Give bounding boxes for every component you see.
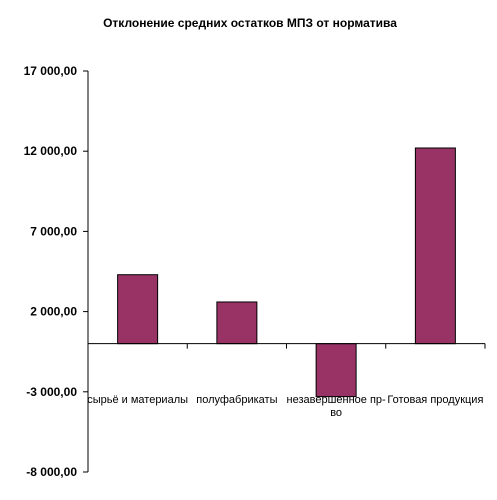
bars [117,147,456,398]
category-label: сырьё и материалы [87,394,188,406]
y-tick-label: 2 000,00 [30,305,77,319]
category-label-line: сырьё и материалы [87,394,188,406]
category-label-line: Готовая продукция [387,394,483,406]
category-label: незавершенное пр-во [287,394,387,419]
category-label: полуфабрикаты [196,394,277,406]
x-axis-ticks [186,343,486,349]
category-label-line: полуфабрикаты [196,394,277,406]
bar-1 [117,274,159,345]
bar-4 [414,147,456,345]
y-axis-tick-labels: 17 000,00 12 000,00 7 000,00 2 000,00 -3 000… [24,64,78,479]
category-label-line: во [330,407,342,419]
y-tick-label: 7 000,00 [30,224,77,238]
y-tick-label: 12 000,00 [24,144,78,158]
category-label: Готовая продукция [387,394,483,406]
bar-2 [216,301,258,345]
chart-title: Отклонение средних остатков МПЗ от норма… [103,16,397,30]
y-tick-label: -8 000,00 [26,465,77,479]
category-label-line: незавершенное пр- [287,394,387,406]
y-tick-label: 17 000,00 [24,64,78,78]
y-tick-label: -3 000,00 [26,385,77,399]
y-axis-ticks [83,70,88,473]
bar-3 [315,343,357,398]
x-axis-category-labels: сырьё и материалы полуфабрикаты незавершен… [87,394,483,419]
